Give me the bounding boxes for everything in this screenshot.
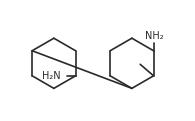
Text: NH₂: NH₂ — [145, 31, 164, 41]
Text: H₂N: H₂N — [42, 71, 60, 81]
